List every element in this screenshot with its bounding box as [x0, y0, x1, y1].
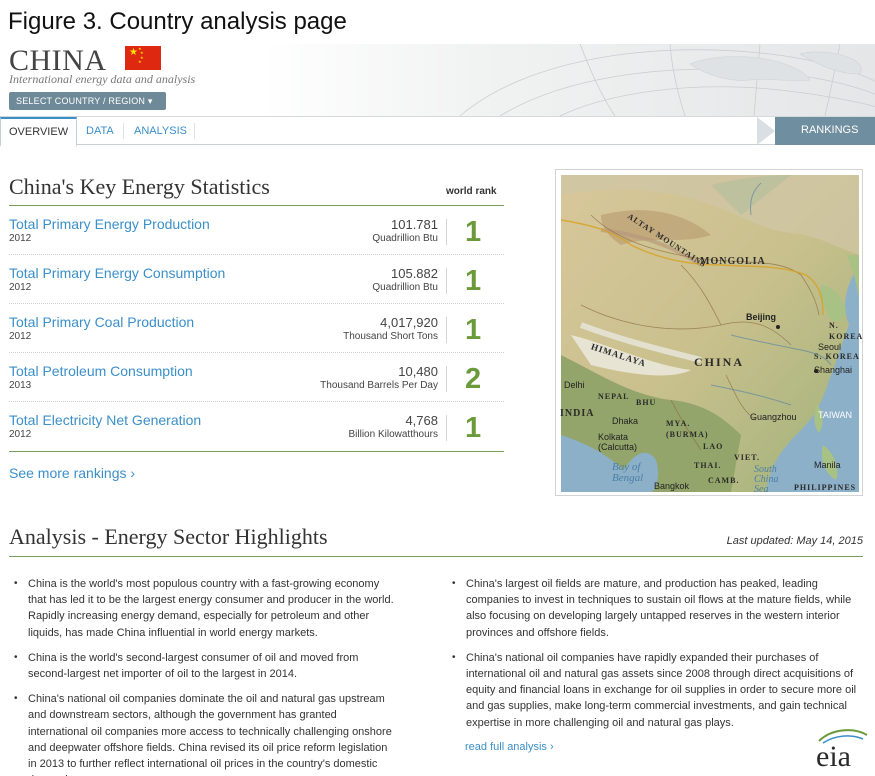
world-rank-header: world rank: [446, 186, 497, 197]
stat-row: Total Primary Coal Production 2012 4,017…: [9, 304, 504, 353]
map-label: Shanghai: [814, 365, 853, 375]
eia-logo-text: eia: [816, 740, 851, 771]
tab-data[interactable]: DATA: [86, 125, 114, 137]
analysis-bullet: China's national oil companies dominate …: [10, 691, 395, 776]
stat-rank: 1: [465, 412, 482, 444]
map-label: Manila: [814, 460, 841, 470]
stat-divider: [446, 366, 447, 392]
china-map[interactable]: MONGOLIA ALTAY MOUNTAINS CHINA HIMALAYA …: [555, 169, 863, 496]
map-label: BHU: [636, 398, 657, 407]
map-label: Kolkata (Calcutta): [598, 432, 638, 452]
stat-unit: Quadrillion Btu: [372, 282, 438, 293]
tab-separator: [194, 123, 195, 139]
analysis-divider: [9, 556, 863, 557]
rankings-button[interactable]: RANKINGS: [757, 117, 875, 145]
map-graphic: [561, 175, 859, 492]
stat-year: 2012: [9, 233, 32, 244]
map-label: Guangzhou: [750, 412, 797, 422]
stat-value: 101.781: [391, 217, 438, 232]
map-label: Bangkok: [654, 481, 690, 491]
map-label: PHILIPPINES: [794, 483, 857, 492]
tab-overview[interactable]: OVERVIEW: [0, 117, 78, 147]
stat-rank: 1: [465, 265, 482, 297]
stat-row: Total Petroleum Consumption 2013 10,480 …: [9, 353, 504, 402]
stats-divider: [9, 205, 504, 206]
analysis-bullet: China's national oil companies have rapi…: [448, 650, 863, 731]
stat-row: Total Primary Energy Consumption 2012 10…: [9, 255, 504, 304]
city-marker: [776, 325, 780, 329]
stat-row: Total Primary Energy Production 2012 101…: [9, 206, 504, 255]
city-marker: [814, 369, 818, 373]
stat-divider: [446, 415, 447, 441]
map-label: CHINA: [694, 355, 745, 369]
map-label: Bay of Bengal: [612, 461, 644, 484]
stat-rank: 2: [465, 363, 482, 395]
last-updated: Last updated: May 14, 2015: [727, 535, 863, 547]
map-label: MONGOLIA: [700, 256, 766, 267]
stat-divider: [446, 219, 447, 245]
see-more-rankings-link[interactable]: See more rankings ›: [9, 465, 136, 481]
stat-unit: Thousand Barrels Per Day: [320, 380, 438, 391]
map-label: THAI.: [694, 461, 722, 470]
globe-graphic: [459, 44, 875, 116]
eia-logo-icon[interactable]: eia: [813, 727, 869, 771]
figure-caption: Figure 3. Country analysis page: [8, 8, 347, 35]
analysis-right-column: China's largest oil fields are mature, a…: [448, 576, 863, 740]
analysis-bullet: China is the world's most populous count…: [10, 576, 395, 641]
stats-title: China's Key Energy Statistics: [9, 174, 270, 199]
stat-rank: 1: [465, 216, 482, 248]
map-label: Seoul: [818, 342, 842, 352]
country-subtitle: International energy data and analysis: [9, 72, 196, 86]
last-updated-date: May 14, 2015: [796, 535, 863, 547]
tab-separator: [123, 123, 124, 139]
map-label: MYA. (BURMA): [666, 419, 709, 439]
map-label: South China Sea: [754, 464, 779, 495]
country-name: CHINA: [9, 44, 107, 77]
stat-value: 10,480: [398, 364, 438, 379]
china-flag-icon: ★ ★ ★ ★ ★: [125, 46, 161, 70]
stats-divider: [9, 451, 504, 452]
stat-label-link[interactable]: Total Primary Energy Production: [9, 216, 210, 232]
map-label: S. KOREA: [814, 352, 860, 361]
analysis-title: Analysis - Energy Sector Highlights: [9, 524, 328, 549]
map-label: TAIWAN: [818, 410, 852, 420]
stat-unit: Quadrillion Btu: [372, 233, 438, 244]
stat-divider: [446, 268, 447, 294]
select-country-button[interactable]: SELECT COUNTRY / REGION ▾: [9, 92, 166, 110]
map-label: Delhi: [564, 380, 585, 390]
analysis-left-column: China is the world's most populous count…: [10, 576, 395, 776]
stat-value: 105.882: [391, 266, 438, 281]
analysis-bullet: China's largest oil fields are mature, a…: [448, 576, 863, 641]
stat-label-link[interactable]: Total Petroleum Consumption: [9, 363, 193, 379]
stat-label-link[interactable]: Total Electricity Net Generation: [9, 412, 202, 428]
stat-label-link[interactable]: Total Primary Coal Production: [9, 314, 195, 330]
stat-unit: Thousand Short Tons: [343, 331, 438, 342]
analysis-bullet: China is the world's second-largest cons…: [10, 650, 395, 682]
stat-unit: Billion Kilowatthours: [348, 429, 439, 440]
read-full-analysis-link[interactable]: read full analysis ›: [465, 741, 554, 753]
map-label: CAMB.: [708, 476, 740, 485]
stat-value: 4,017,920: [380, 315, 438, 330]
tab-bar: OVERVIEW DATA ANALYSIS RANKINGS: [0, 116, 875, 147]
stat-divider: [446, 317, 447, 343]
stat-value: 4,768: [405, 413, 438, 428]
stat-rank: 1: [465, 314, 482, 346]
tab-analysis[interactable]: ANALYSIS: [134, 125, 187, 137]
stat-year: 2012: [9, 429, 32, 440]
stat-row: Total Electricity Net Generation 2012 4,…: [9, 402, 504, 451]
map-label: Dhaka: [612, 416, 639, 426]
stat-year: 2012: [9, 282, 32, 293]
map-label: N. KOREA: [829, 321, 864, 341]
map-label: NEPAL: [598, 392, 630, 401]
map-label: Beijing: [746, 312, 777, 322]
map-label: VIET.: [734, 453, 760, 462]
map-label: LAO: [703, 442, 724, 451]
stat-label-link[interactable]: Total Primary Energy Consumption: [9, 265, 226, 281]
country-header: CHINA ★ ★ ★ ★ ★ International energy dat…: [0, 44, 875, 116]
stat-year: 2012: [9, 331, 32, 342]
stat-year: 2013: [9, 380, 32, 391]
map-label: INDIA: [560, 408, 595, 419]
last-updated-label: Last updated:: [726, 535, 794, 547]
